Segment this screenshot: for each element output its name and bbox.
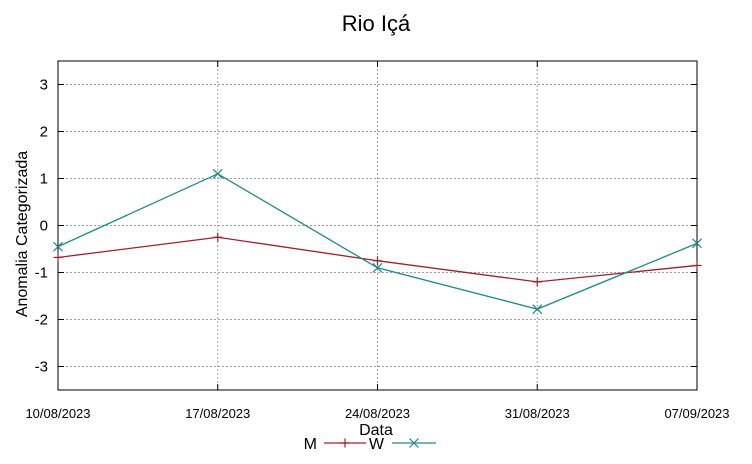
y-tick-label: 1: [40, 171, 48, 188]
x-axis-label: Data: [359, 422, 393, 439]
y-tick-labels: 3 2 1 0 -1 -2 -3: [35, 77, 48, 376]
y-tick-label: 3: [40, 77, 48, 94]
y-tick-label: -3: [35, 359, 48, 376]
data-point-w: [692, 238, 702, 249]
legend-marker-w: [409, 438, 419, 448]
y-tick-label: 0: [40, 218, 48, 235]
grid-lines: [58, 61, 697, 390]
data-point-w: [372, 262, 383, 273]
chart-title: Rio Içá: [342, 11, 411, 36]
data-point-m: [213, 232, 223, 242]
legend-label-m: M: [304, 436, 317, 453]
axes: [57, 60, 698, 391]
x-tick-label: 07/09/2023: [664, 406, 729, 421]
data-point-m: [692, 260, 702, 270]
data-point-w: [53, 241, 63, 252]
y-tick-label: -1: [35, 265, 48, 282]
y-axis-label: Anomalia Categorizada: [14, 151, 31, 317]
x-tick-label: 31/08/2023: [505, 406, 570, 421]
data-point-w: [212, 168, 223, 179]
y-tick-label: 2: [40, 124, 48, 141]
x-tick-labels: 10/08/2023 17/08/2023 24/08/2023 31/08/2023…: [25, 406, 729, 421]
legend-label-w: W: [369, 436, 385, 453]
data-point-m: [53, 252, 63, 262]
y-tick-label: -2: [35, 312, 48, 329]
x-tick-label: 24/08/2023: [345, 406, 410, 421]
plot-border: [57, 60, 698, 391]
x-tick-label: 10/08/2023: [25, 406, 90, 421]
data-point-m: [532, 277, 542, 287]
x-tick-label: 17/08/2023: [185, 406, 250, 421]
legend-marker-m: [340, 438, 350, 448]
data-point-w: [532, 304, 543, 315]
data-point-m: [373, 256, 382, 266]
series-lines: [53, 168, 702, 315]
